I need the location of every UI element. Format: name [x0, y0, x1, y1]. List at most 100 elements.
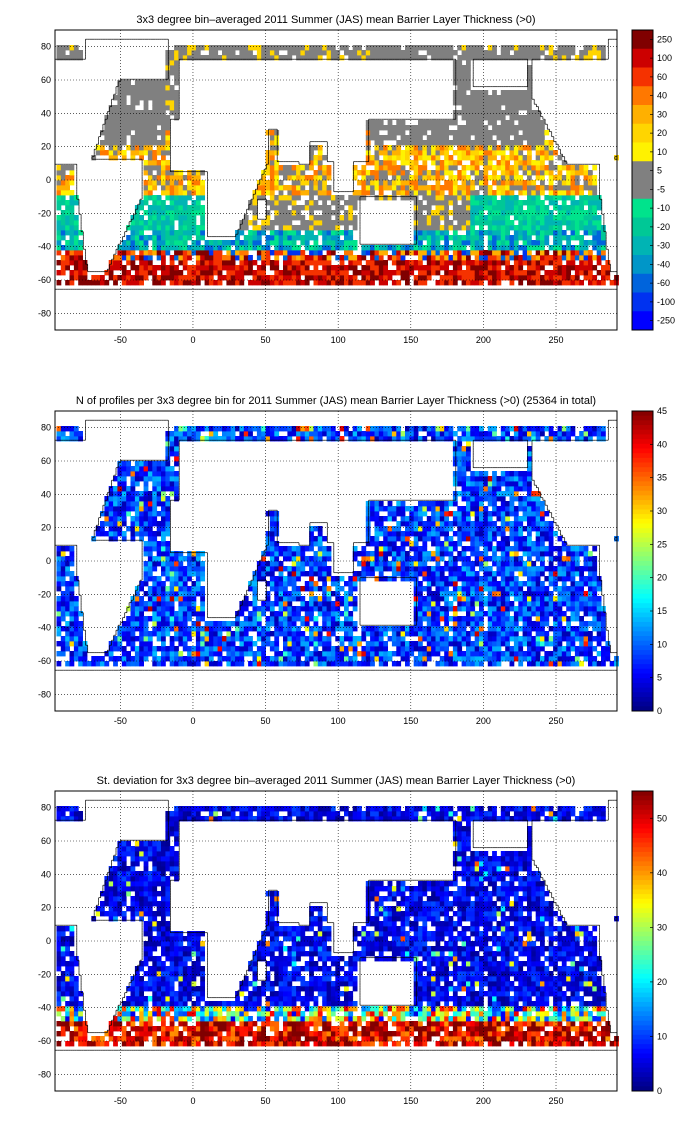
data-cell	[522, 225, 528, 231]
data-cell	[492, 225, 497, 231]
data-cell	[431, 185, 436, 191]
data-cell	[309, 185, 314, 191]
data-cell	[487, 150, 493, 156]
data-cell	[605, 275, 611, 281]
data-cell	[540, 190, 545, 196]
data-cell	[261, 175, 266, 181]
data-cell	[566, 240, 571, 246]
data-cell	[527, 90, 532, 96]
data-cell	[527, 235, 532, 241]
data-cell	[474, 270, 480, 276]
data-cell	[156, 105, 162, 111]
data-cell	[470, 180, 476, 186]
data-cell	[265, 185, 271, 191]
data-cell	[161, 80, 166, 86]
data-cell	[592, 240, 598, 246]
data-cell	[344, 255, 349, 261]
data-cell	[239, 55, 245, 61]
data-cell	[592, 190, 598, 196]
data-cell	[470, 160, 476, 166]
data-cell	[191, 190, 197, 196]
data-cell	[439, 170, 445, 176]
data-cell	[130, 90, 136, 96]
data-cell	[156, 220, 162, 226]
data-cell	[326, 210, 332, 216]
data-cell	[509, 220, 515, 226]
data-cell	[309, 180, 314, 186]
data-cell	[169, 180, 175, 186]
data-cell	[296, 230, 301, 236]
data-cell	[378, 145, 384, 151]
data-cell	[248, 255, 253, 261]
data-cell	[561, 50, 567, 56]
data-cell	[283, 195, 288, 201]
data-cell	[588, 225, 593, 231]
data-cell	[121, 621, 127, 627]
data-cell	[457, 140, 463, 146]
data-cell	[147, 265, 153, 271]
data-cell	[147, 471, 153, 477]
data-cell	[383, 180, 388, 186]
data-cell	[134, 95, 140, 101]
data-cell	[500, 275, 506, 281]
data-cell	[348, 265, 354, 271]
data-cell	[522, 260, 528, 266]
data-cell	[405, 185, 410, 191]
data-cell	[222, 260, 227, 266]
data-cell	[461, 220, 467, 226]
data-cell	[531, 215, 537, 221]
data-cell	[65, 265, 70, 271]
data-cell	[143, 621, 149, 627]
data-cell	[134, 150, 140, 156]
data-cell	[252, 195, 258, 201]
data-cell	[139, 200, 144, 206]
data-cell	[439, 245, 445, 251]
data-cell	[522, 165, 528, 171]
data-cell	[108, 526, 114, 532]
data-cell	[383, 185, 388, 191]
data-cell	[147, 541, 153, 547]
data-cell	[579, 200, 584, 206]
data-cell	[143, 476, 149, 482]
data-cell	[426, 125, 432, 131]
data-cell	[391, 50, 397, 56]
data-cell	[134, 471, 140, 477]
data-cell	[182, 195, 188, 201]
data-cell	[269, 240, 275, 246]
data-cell	[269, 45, 275, 51]
data-cell	[56, 180, 62, 186]
data-cell	[391, 280, 397, 286]
data-cell	[56, 596, 62, 602]
data-cell	[283, 260, 288, 266]
data-cell	[95, 150, 101, 156]
data-cell	[518, 185, 524, 191]
data-cell	[139, 230, 144, 236]
data-cell	[304, 180, 310, 186]
data-cell	[139, 275, 144, 281]
data-cell	[527, 45, 532, 51]
data-cell	[383, 135, 388, 141]
data-cell	[505, 165, 510, 171]
data-cell	[435, 135, 441, 141]
data-cell	[217, 280, 223, 286]
data-cell	[69, 556, 75, 562]
data-cell	[326, 50, 332, 56]
data-cell	[156, 275, 162, 281]
data-cell	[252, 190, 258, 196]
data-cell	[531, 160, 537, 166]
data-cell	[226, 265, 232, 271]
data-cell	[322, 50, 327, 56]
data-cell	[69, 270, 75, 276]
data-cell	[370, 155, 375, 161]
data-cell	[108, 260, 114, 266]
data-cell	[466, 220, 471, 226]
data-cell	[139, 606, 144, 612]
data-cell	[540, 280, 545, 286]
data-cell	[143, 606, 149, 612]
data-cell	[182, 225, 188, 231]
data-cell	[326, 240, 332, 246]
data-cell	[178, 175, 184, 181]
data-cell	[513, 95, 519, 101]
data-cell	[513, 270, 519, 276]
data-cell	[165, 240, 171, 246]
